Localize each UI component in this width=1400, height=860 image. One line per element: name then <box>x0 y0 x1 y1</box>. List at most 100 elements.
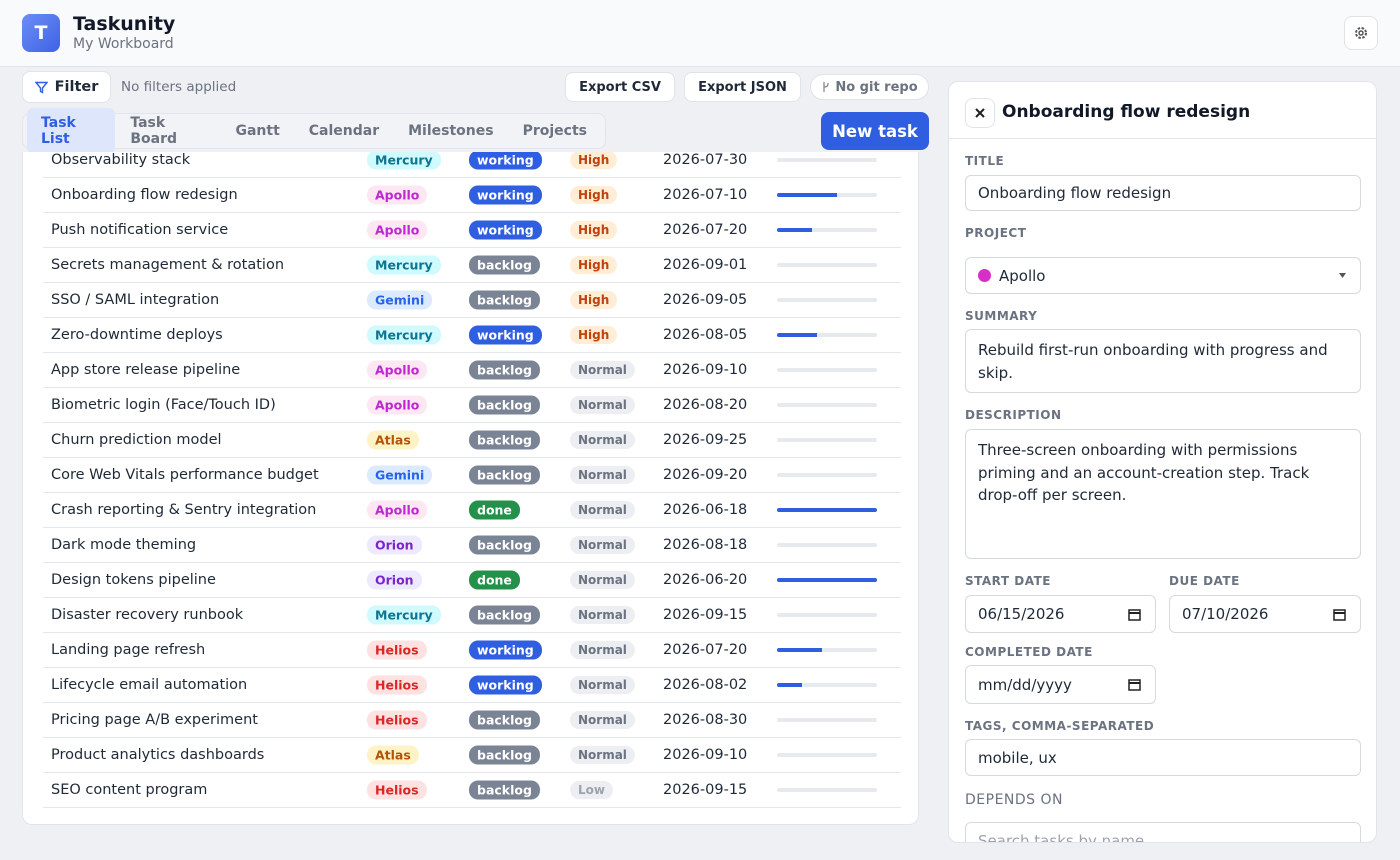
tab[interactable]: Milestones <box>408 123 494 139</box>
depends-input[interactable]: Search tasks by name <box>965 822 1361 842</box>
task-name: Lifecycle email automation <box>51 677 248 693</box>
task-row[interactable]: Zero-downtime deploys Mercury working High 2… <box>43 318 901 353</box>
priority-badge: High <box>570 221 618 239</box>
task-row[interactable]: Observability stack Mercury working High 202… <box>43 152 901 178</box>
completed-date-input[interactable]: mm/dd/yyyy <box>965 665 1156 704</box>
progress-track <box>777 403 877 407</box>
tab[interactable]: Projects <box>522 123 587 139</box>
progress-fill <box>777 193 837 197</box>
task-row[interactable]: Crash reporting & Sentry integration Apol… <box>43 493 901 528</box>
task-row[interactable]: Landing page refresh Helios working Normal 2… <box>43 633 901 668</box>
export-json-button[interactable]: Export JSON <box>684 72 801 102</box>
task-row[interactable]: Dark mode theming Orion backlog Normal 2026-… <box>43 528 901 563</box>
filter-button[interactable]: Filter <box>22 71 111 103</box>
project-badge: Helios <box>367 710 427 730</box>
task-row[interactable]: Churn prediction model Atlas backlog Normal… <box>43 423 901 458</box>
progress-track <box>777 473 877 477</box>
due-date: 2026-08-02 <box>663 677 748 693</box>
progress-fill <box>777 578 877 582</box>
task-row[interactable]: Disaster recovery runbook Mercury backlog N… <box>43 598 901 633</box>
tab[interactable]: Calendar <box>308 123 380 139</box>
progress-track <box>777 753 877 757</box>
project-badge: Helios <box>367 780 427 800</box>
task-row[interactable]: Onboarding flow redesign Apollo working Hig… <box>43 178 901 213</box>
priority-badge: Normal <box>570 501 635 519</box>
title-input[interactable]: Onboarding flow redesign <box>965 175 1361 211</box>
status-badge: backlog <box>469 255 540 275</box>
due-date: 2026-09-15 <box>663 782 748 798</box>
task-name: Core Web Vitals performance budget <box>51 467 319 483</box>
progress-track <box>777 508 877 512</box>
project-badge: Mercury <box>367 325 441 345</box>
task-name: Onboarding flow redesign <box>51 187 238 203</box>
field-label: START DATE <box>965 574 1051 588</box>
task-row[interactable]: Biometric login (Face/Touch ID) Apollo bac… <box>43 388 901 423</box>
priority-badge: Normal <box>570 606 635 624</box>
task-row[interactable]: Push notification service Apollo working Hi… <box>43 213 901 248</box>
due-date-input[interactable]: 07/10/2026 <box>1169 595 1361 633</box>
close-button[interactable] <box>965 98 995 128</box>
task-row[interactable]: Core Web Vitals performance budget Gemini… <box>43 458 901 493</box>
task-row[interactable]: Secrets management & rotation Mercury back… <box>43 248 901 283</box>
task-row[interactable]: App store release pipeline Apollo backlog N… <box>43 353 901 388</box>
new-task-button[interactable]: New task <box>821 112 929 150</box>
status-badge: backlog <box>469 710 540 730</box>
status-badge: working <box>469 220 542 240</box>
task-row[interactable]: Lifecycle email automation Helios working N… <box>43 668 901 703</box>
project-badge: Mercury <box>367 255 441 275</box>
app-subtitle: My Workboard <box>73 36 174 52</box>
due-date: 2026-06-20 <box>663 572 748 588</box>
progress-fill <box>777 333 817 337</box>
status-badge: backlog <box>469 290 540 310</box>
field-label: PROJECT <box>965 226 1027 240</box>
project-badge: Orion <box>367 535 422 555</box>
priority-badge: Normal <box>570 466 635 484</box>
progress-track <box>777 158 877 162</box>
start-date: 06/15/2026 <box>978 605 1065 623</box>
task-row[interactable]: Product analytics dashboards Atlas backlog… <box>43 738 901 773</box>
export-csv-button[interactable]: Export CSV <box>565 72 675 102</box>
task-name: SSO / SAML integration <box>51 292 220 308</box>
project-badge: Mercury <box>367 605 441 625</box>
task-row[interactable]: Design tokens pipeline Orion done Normal 202… <box>43 563 901 598</box>
status-badge: working <box>469 152 542 170</box>
priority-badge: High <box>570 291 618 309</box>
view-tabs: Task List Task Board Gantt Calendar Mileston… <box>22 108 606 154</box>
settings-button[interactable] <box>1344 16 1378 50</box>
task-name: Secrets management & rotation <box>51 257 285 273</box>
project-select[interactable]: Apollo <box>965 257 1361 294</box>
field-label: SUMMARY <box>965 309 1038 323</box>
task-row[interactable]: Pricing page A/B experiment Helios backlog… <box>43 703 901 738</box>
app-header: T Taskunity My Workboard <box>0 0 1400 67</box>
progress-track <box>777 263 877 267</box>
project-badge: Orion <box>367 570 422 590</box>
progress-track <box>777 333 877 337</box>
priority-badge: Low <box>570 781 613 799</box>
project-badge: Apollo <box>367 395 428 415</box>
app-title: Taskunity <box>73 13 176 35</box>
field-label: DUE DATE <box>1169 574 1240 588</box>
status-badge: working <box>469 325 542 345</box>
summary-input[interactable]: Rebuild first-run onboarding with progre… <box>965 329 1361 393</box>
tab[interactable]: Task Board <box>130 115 178 147</box>
tab[interactable]: Gantt <box>235 123 280 139</box>
filter-status: No filters applied <box>121 79 237 95</box>
tags-input[interactable]: mobile, ux <box>965 739 1361 776</box>
status-badge: backlog <box>469 360 540 380</box>
due-date: 2026-09-10 <box>663 362 748 378</box>
task-row[interactable]: SEO content program Helios backlog Low 2026-… <box>43 773 901 808</box>
start-date-input[interactable]: 06/15/2026 <box>965 595 1156 633</box>
project-badge: Atlas <box>367 430 419 450</box>
status-badge: backlog <box>469 535 540 555</box>
git-status[interactable]: No git repo <box>810 74 929 100</box>
tab[interactable]: Task List <box>27 108 116 154</box>
due-date: 2026-07-30 <box>663 152 748 168</box>
depends-label: DEPENDS ON <box>965 792 1063 808</box>
git-label: No git repo <box>835 79 918 95</box>
description-input[interactable]: Three-screen onboarding with permissions… <box>965 429 1361 559</box>
project-badge: Helios <box>367 675 427 695</box>
due-date: 2026-07-10 <box>663 187 748 203</box>
filter-label: Filter <box>54 79 99 95</box>
task-row[interactable]: SSO / SAML integration Gemini backlog High 2… <box>43 283 901 318</box>
task-name: SEO content program <box>51 782 208 798</box>
